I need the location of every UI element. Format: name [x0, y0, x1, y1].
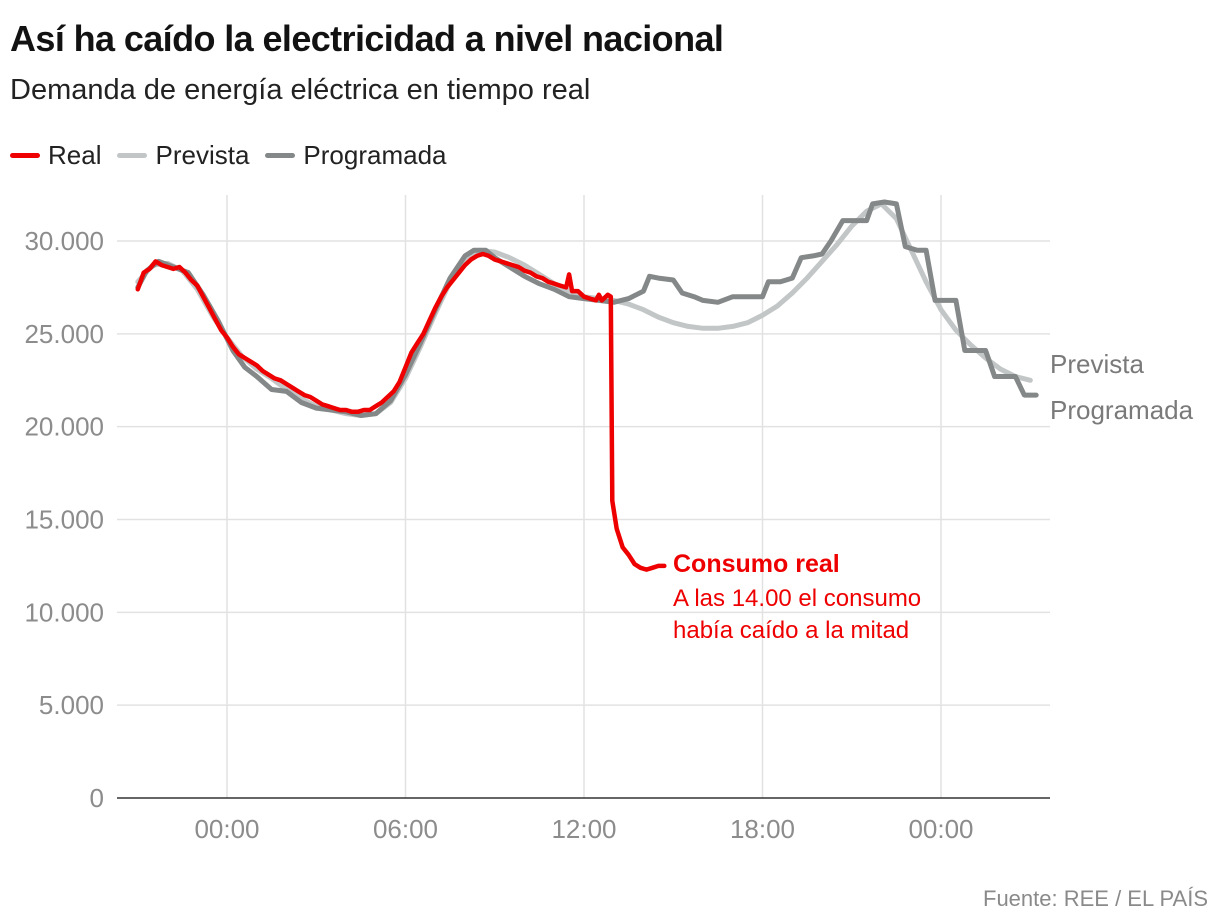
legend-swatch-programada: [265, 153, 296, 158]
x-tick-label: 18:00: [730, 814, 795, 844]
legend-label-programada: Programada: [303, 140, 447, 170]
chart-title: Así ha caído la electricidad a nivel nac…: [10, 18, 724, 59]
y-tick-label: 20.000: [24, 412, 104, 442]
series-lines: [135, 199, 1039, 572]
x-tick-label: 06:00: [373, 814, 438, 844]
y-tick-label: 30.000: [24, 226, 104, 256]
legend-label-prevista: Prevista: [155, 140, 250, 170]
annotation-line-2: había caído a la mitad: [673, 617, 909, 644]
chart-subtitle: Demanda de energía eléctrica en tiempo r…: [10, 74, 591, 106]
legend-item-real: Real: [10, 140, 101, 171]
end-label-programada: Programada: [1050, 395, 1194, 425]
y-tick-label: 10.000: [24, 597, 104, 627]
x-tick-label: 00:00: [908, 814, 973, 844]
chart-labels: Prevista Programada Consumo real A las 1…: [673, 349, 1194, 644]
x-tick-label: 00:00: [194, 814, 259, 844]
series-line-real: [135, 251, 667, 572]
y-tick-label: 5.000: [39, 690, 104, 720]
legend-swatch-prevista: [117, 153, 148, 158]
grid: [117, 195, 1050, 798]
legend: Real Prevista Programada: [10, 140, 462, 171]
x-tick-label: 12:00: [551, 814, 616, 844]
legend-label-real: Real: [48, 140, 102, 170]
annotation-line-1: A las 14.00 el consumo: [673, 585, 921, 612]
y-tick-label: 0: [90, 783, 104, 813]
legend-swatch-real: [10, 153, 40, 158]
series-line-programada: [135, 199, 1039, 418]
source-note: Fuente: REE / EL PAÍS: [983, 886, 1208, 911]
axes: 0 5.000 10.000 15.000 20.000 25.000 30.000 00:0…: [24, 226, 1050, 844]
end-label-prevista: Prevista: [1050, 349, 1144, 379]
annotation-title: Consumo real: [673, 550, 840, 578]
y-tick-label: 25.000: [24, 319, 104, 349]
y-tick-label: 15.000: [24, 505, 104, 535]
legend-item-programada: Programada: [265, 140, 446, 171]
legend-item-prevista: Prevista: [117, 140, 249, 171]
